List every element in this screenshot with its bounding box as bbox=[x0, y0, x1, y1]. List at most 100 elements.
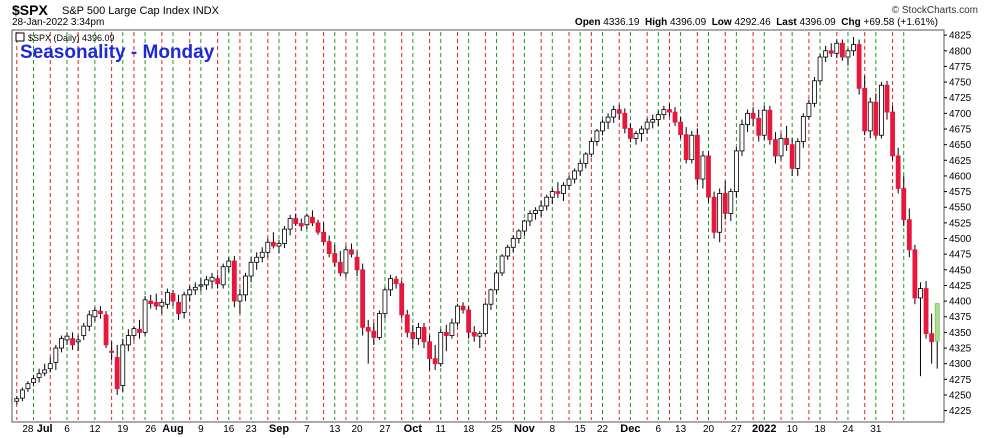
candle-body bbox=[354, 256, 360, 271]
candle-body bbox=[164, 291, 170, 305]
y-tick-label: 4800 bbox=[949, 46, 972, 57]
candle-body bbox=[449, 322, 455, 336]
candle-body bbox=[81, 325, 87, 336]
candle bbox=[722, 180, 728, 220]
candle bbox=[382, 287, 388, 319]
candle bbox=[477, 331, 483, 349]
candle bbox=[164, 288, 170, 309]
candle-body bbox=[661, 109, 667, 116]
candle-body bbox=[460, 305, 466, 311]
candle bbox=[31, 374, 36, 387]
candle bbox=[304, 213, 310, 230]
candle-body bbox=[432, 358, 438, 365]
y-tick-label: 4350 bbox=[949, 328, 972, 339]
candle bbox=[438, 329, 444, 367]
candle bbox=[371, 323, 377, 345]
candle bbox=[59, 335, 64, 353]
candle bbox=[672, 107, 678, 126]
candle bbox=[187, 286, 193, 302]
candle-body bbox=[427, 341, 432, 360]
x-tick-label: 20 bbox=[703, 424, 715, 435]
candle-body bbox=[577, 163, 583, 172]
candle-body bbox=[293, 218, 299, 224]
y-tick-label: 4325 bbox=[949, 344, 972, 355]
candle bbox=[879, 82, 884, 139]
credit-watermark: © StockCharts.com bbox=[891, 5, 978, 16]
candle-body bbox=[683, 134, 689, 161]
candle bbox=[231, 256, 237, 308]
candle-body bbox=[583, 153, 589, 164]
candle bbox=[471, 326, 477, 342]
candle bbox=[75, 335, 81, 352]
candle-body bbox=[443, 331, 449, 336]
y-tick-label: 4550 bbox=[949, 203, 972, 214]
candle-body bbox=[388, 278, 393, 291]
candle bbox=[86, 310, 92, 332]
x-tick-label: 25 bbox=[491, 424, 503, 435]
candle bbox=[98, 306, 103, 319]
security-name: S&P 500 Large Cap Index INDX bbox=[62, 5, 219, 17]
y-axis: 4225 4250 4275 4300 4325 4350 4375 4400 4425 4450… bbox=[944, 31, 972, 417]
candle bbox=[661, 105, 667, 120]
candle-body bbox=[851, 44, 856, 52]
candle bbox=[839, 39, 845, 61]
candle-body bbox=[53, 347, 59, 363]
candle bbox=[566, 175, 572, 190]
candle-body bbox=[879, 84, 884, 136]
candle bbox=[376, 310, 382, 340]
candle bbox=[343, 246, 349, 278]
candle-body bbox=[912, 249, 918, 299]
candle bbox=[248, 257, 254, 283]
candle-body bbox=[64, 335, 70, 341]
candle bbox=[817, 53, 823, 86]
candle bbox=[616, 104, 622, 120]
candle bbox=[499, 254, 505, 277]
candle bbox=[404, 309, 410, 338]
candle-body bbox=[332, 253, 338, 263]
candle-body bbox=[499, 255, 505, 274]
candle-body bbox=[867, 101, 873, 132]
candle-body bbox=[890, 111, 895, 157]
candle bbox=[204, 276, 209, 290]
high-value: 4396.09 bbox=[669, 17, 707, 28]
candle-body bbox=[834, 42, 840, 54]
candle bbox=[53, 344, 59, 370]
y-tick-label: 4375 bbox=[949, 312, 972, 323]
candle-body bbox=[918, 288, 923, 299]
candle-body bbox=[923, 288, 929, 335]
candle-body bbox=[59, 338, 64, 349]
candle-body bbox=[756, 117, 762, 136]
candle-body bbox=[522, 220, 527, 232]
candle-body bbox=[382, 289, 388, 315]
candle-body bbox=[700, 155, 706, 180]
x-tick-label: 26 bbox=[145, 424, 157, 435]
candle bbox=[555, 182, 561, 198]
y-tick-label: 4825 bbox=[949, 31, 972, 42]
candle-body bbox=[416, 326, 421, 340]
candle-body bbox=[215, 278, 221, 284]
candle bbox=[522, 219, 527, 236]
x-tick-label: 2022 bbox=[752, 423, 776, 435]
candle bbox=[600, 119, 605, 136]
candle-body bbox=[326, 241, 332, 254]
candle-body bbox=[226, 260, 232, 268]
candle-body bbox=[527, 213, 533, 222]
candle-body bbox=[773, 139, 778, 157]
candle-body bbox=[310, 216, 315, 224]
candle bbox=[388, 274, 393, 297]
candle-body bbox=[561, 184, 566, 194]
candle-body bbox=[728, 191, 734, 214]
x-tick-label: 7 bbox=[304, 424, 310, 435]
y-tick-label: 4575 bbox=[949, 187, 972, 198]
candle bbox=[918, 282, 923, 377]
candle-body bbox=[42, 369, 48, 374]
x-axis: 28 Jul 6 12 19 26 Aug 9 16 23 Sep 7 13 20 27 Oct 11 18 25 N… bbox=[22, 423, 881, 435]
candle-body bbox=[92, 310, 98, 318]
candle-body bbox=[399, 283, 405, 316]
y-tick-label: 4725 bbox=[949, 93, 972, 104]
candle-body bbox=[482, 303, 488, 335]
candle bbox=[706, 150, 711, 203]
x-tick-label: 20 bbox=[352, 424, 364, 435]
candle bbox=[622, 108, 628, 134]
legend-swatch bbox=[15, 32, 25, 42]
